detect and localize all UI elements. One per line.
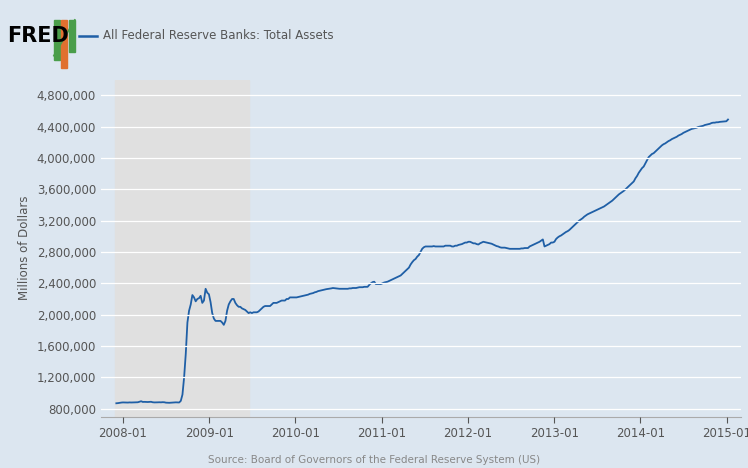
Bar	[115, 80, 248, 417]
Bar	[54, 20, 60, 59]
Text: All Federal Reserve Banks: Total Assets: All Federal Reserve Banks: Total Assets	[103, 29, 334, 42]
Bar	[61, 20, 67, 67]
Bar	[69, 20, 75, 51]
Y-axis label: Millions of Dollars: Millions of Dollars	[18, 196, 31, 300]
Text: FRED: FRED	[7, 26, 70, 46]
Text: Source: Board of Governors of the Federal Reserve System (US): Source: Board of Governors of the Federa…	[208, 455, 540, 465]
